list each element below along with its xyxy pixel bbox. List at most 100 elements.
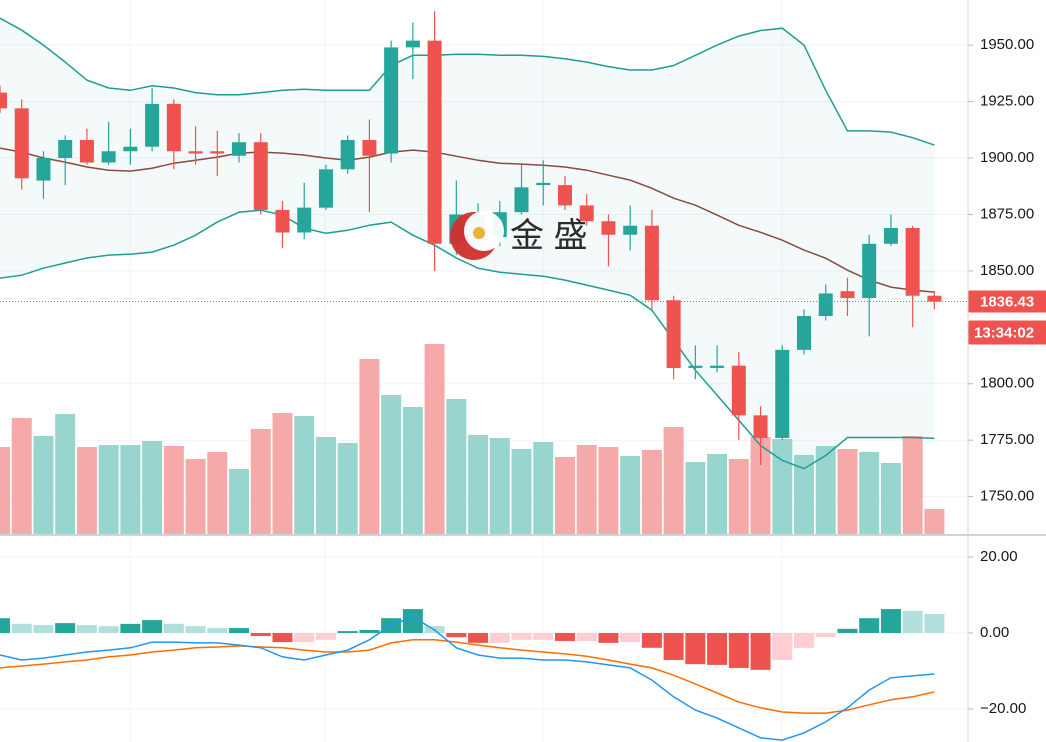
bb-upper — [0, 17, 935, 146]
volume-bar — [272, 413, 293, 535]
candle-body — [427, 40, 442, 244]
volume-bar — [402, 407, 423, 535]
histogram-bar — [272, 632, 293, 643]
volume-bar — [489, 438, 510, 535]
histogram-bar — [837, 628, 858, 633]
y-tick-label: 1750.00 — [980, 488, 1034, 505]
histogram-bar — [185, 626, 206, 633]
histogram-bar — [728, 632, 749, 668]
volume-bar — [772, 439, 793, 535]
volume-bar — [728, 459, 749, 535]
volume-bar — [598, 447, 619, 535]
y-tick-label: 1850.00 — [980, 262, 1034, 279]
volume-bar — [33, 436, 54, 535]
axis-panel — [968, 0, 1046, 742]
watermark-text: 金 盛 — [510, 217, 587, 255]
watermark-logo: 金 盛 — [450, 211, 587, 260]
histogram-bar — [76, 625, 97, 633]
volume-bar — [250, 429, 271, 535]
candle-body — [188, 151, 203, 154]
candle-body — [232, 142, 247, 156]
candle-body — [384, 47, 399, 154]
candle-body — [405, 40, 420, 48]
candle-body — [297, 207, 312, 233]
y-tick-label: 1775.00 — [980, 431, 1034, 448]
last-price-label: 1836.43 — [980, 293, 1034, 310]
candle-body — [905, 227, 920, 296]
candle-body — [0, 92, 7, 109]
candle-body — [145, 103, 160, 147]
candle-body — [644, 225, 659, 301]
candle-body — [514, 187, 529, 213]
candle-body — [14, 108, 29, 179]
histogram-bar — [880, 609, 901, 633]
candle-body — [623, 225, 638, 235]
volume-bar — [142, 441, 163, 535]
y-tick-label: 1925.00 — [980, 93, 1034, 110]
y-tick-label: −20.00 — [980, 700, 1026, 717]
candle-body — [166, 103, 181, 152]
histogram-bar — [859, 618, 880, 633]
volume-bar — [533, 442, 554, 535]
volume-bar — [163, 446, 184, 535]
volume-bar — [750, 437, 771, 535]
candle-body — [579, 205, 594, 222]
histogram-bar — [98, 626, 119, 633]
volume-bar — [663, 427, 684, 535]
volume-bar — [794, 455, 815, 535]
histogram-bar — [163, 623, 184, 633]
histogram-bar — [33, 625, 54, 633]
histogram-bar — [337, 631, 358, 633]
histogram-bar — [815, 632, 836, 638]
candle-body — [775, 349, 790, 438]
candle-body — [557, 185, 572, 206]
y-tick-label: 1900.00 — [980, 149, 1034, 166]
volume-bar — [511, 449, 532, 535]
volume-bar — [859, 452, 880, 535]
volume-bar — [98, 445, 119, 535]
countdown-box — [968, 320, 1046, 345]
candle-body — [818, 293, 833, 317]
candle-body — [79, 139, 94, 163]
histogram-bar — [250, 632, 271, 637]
histogram-bar — [576, 632, 597, 641]
histogram-bar — [229, 628, 250, 633]
volume-bar — [0, 447, 10, 535]
histogram-bar — [620, 632, 641, 643]
histogram-bar — [120, 623, 141, 633]
candle-body — [927, 295, 942, 302]
y-tick-label: 20.00 — [980, 548, 1018, 565]
candle-body — [362, 139, 377, 156]
candle-body — [666, 300, 681, 368]
volume-bar — [924, 509, 945, 535]
histogram-bar — [315, 632, 336, 640]
candle-body — [883, 227, 898, 244]
histogram-bar — [446, 632, 467, 638]
candle-body — [253, 142, 268, 210]
volume-bar — [11, 418, 32, 535]
histogram-bar — [533, 632, 554, 640]
histogram-bar — [207, 628, 228, 633]
volume-bar — [554, 457, 575, 535]
histogram-bar — [468, 632, 489, 643]
volume-bar — [359, 359, 380, 535]
volume-bar — [815, 446, 836, 535]
histogram-bar — [11, 623, 32, 633]
histogram-bar — [142, 620, 163, 633]
histogram-bar — [402, 609, 423, 633]
histogram-bar — [0, 618, 10, 633]
bb-lower — [0, 209, 935, 470]
histogram-bar — [294, 632, 315, 643]
volume-bar — [620, 456, 641, 535]
last-price-box — [968, 290, 1046, 313]
y-tick-label: 1800.00 — [980, 375, 1034, 392]
histogram-bar — [663, 632, 684, 660]
volume-bar — [707, 454, 728, 535]
candle-body — [731, 365, 746, 416]
volume-bar — [315, 437, 336, 535]
logo-dot — [473, 227, 485, 239]
volume-bar — [685, 462, 706, 535]
candle-body — [753, 415, 768, 438]
